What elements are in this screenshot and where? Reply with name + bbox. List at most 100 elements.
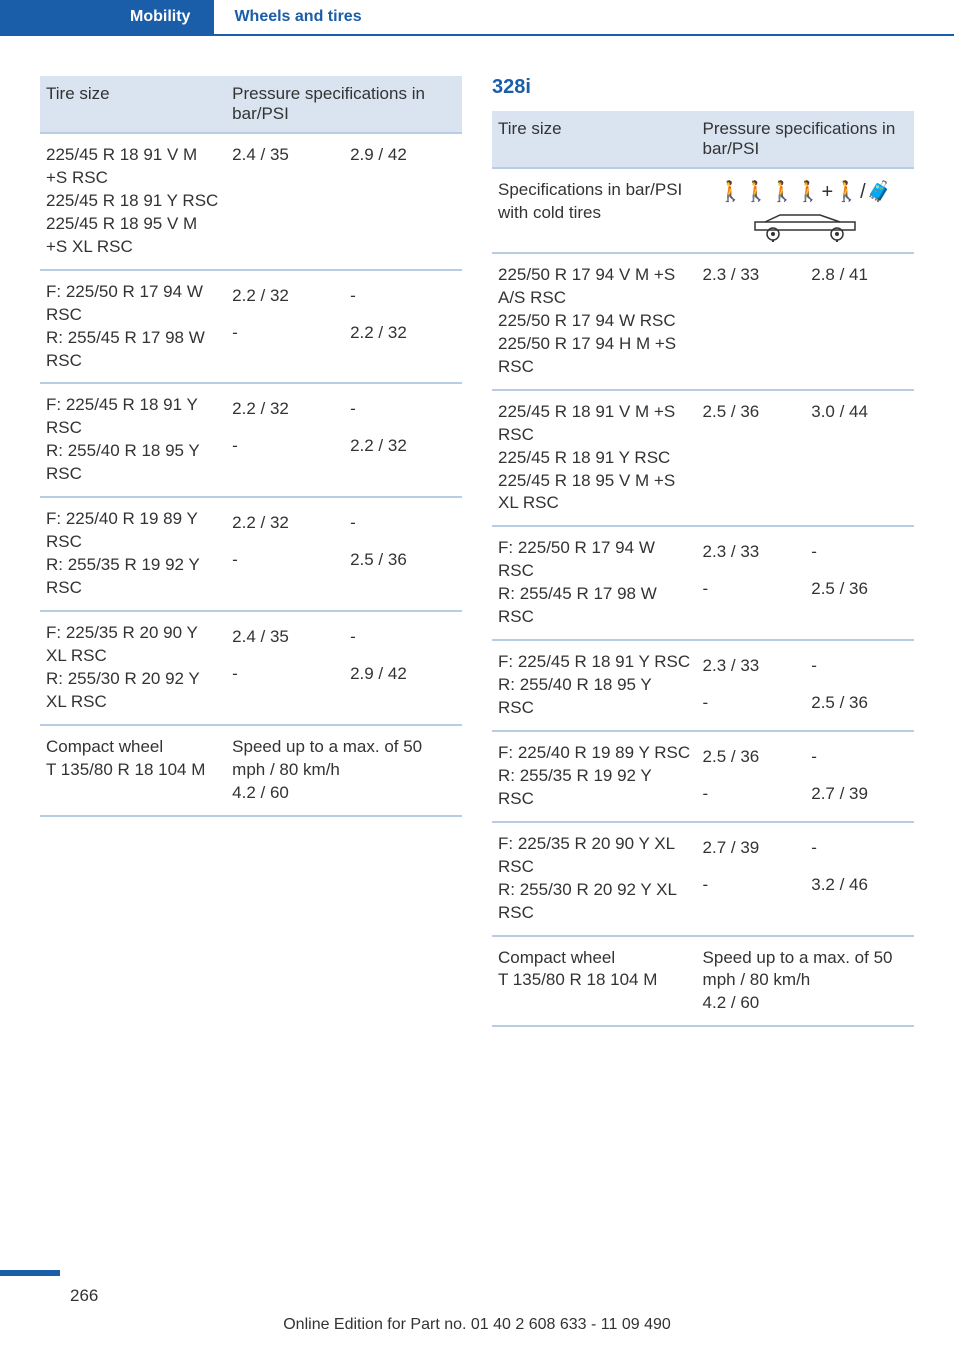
table-row: F: 225/50 R 17 94 W RSC R: 255/45 R 17 9… [492, 526, 914, 640]
cell-p1: 2.7 / 39 - [697, 822, 806, 936]
cell-p2-front: - [811, 537, 908, 568]
table-row: F: 225/40 R 19 89 Y RSC R: 255/35 R 19 9… [40, 497, 462, 611]
cell-p1: 2.2 / 32 - [226, 270, 344, 384]
cell-p2-rear: 2.2 / 32 [350, 318, 456, 349]
cell-p2: - 2.2 / 32 [344, 383, 462, 497]
cell-p1-rear: - [232, 318, 338, 349]
cell-size: F: 225/50 R 17 94 W RSC R: 255/45 R 17 9… [40, 270, 226, 384]
header-tab-mobility: Mobility [0, 0, 214, 34]
cell-p2: 2.8 / 41 [805, 253, 914, 390]
cell-p1-front: 2.3 / 33 [703, 537, 800, 568]
cell-size: F: 225/50 R 17 94 W RSC R: 255/45 R 17 9… [492, 526, 697, 640]
cell-p2-rear: 3.2 / 46 [811, 870, 908, 901]
cell-p2-front: - [350, 394, 456, 425]
cell-p2-front: - [350, 622, 456, 653]
cell-p1: 2.3 / 33 - [697, 640, 806, 731]
footer-edition-text: Online Edition for Part no. 01 40 2 608 … [0, 1316, 954, 1334]
cell-p2: - 3.2 / 46 [805, 822, 914, 936]
cell-size: 225/45 R 18 91 V M +S RSC 225/45 R 18 91… [40, 133, 226, 270]
cell-p2-rear: 2.7 / 39 [811, 779, 908, 810]
col-header-size: Tire size [492, 111, 697, 168]
cell-p1-front: 2.2 / 32 [232, 508, 338, 539]
col-header-pressure: Pressure specifications in bar/PSI [697, 111, 914, 168]
cell-p1-rear: - [703, 574, 800, 605]
table-row: F: 225/50 R 17 94 W RSC R: 255/45 R 17 9… [40, 270, 462, 384]
cell-note: Speed up to a max. of 50 mph / 80 km/h 4… [226, 725, 462, 816]
cell-p1-rear: - [232, 431, 338, 462]
page-number: 266 [0, 1276, 954, 1316]
cell-p2: - 2.2 / 32 [344, 270, 462, 384]
cell-p1-rear: - [232, 545, 338, 576]
spec-row: Specifications in bar/PSI with cold tire… [492, 168, 914, 253]
cell-p1: 2.4 / 35 - [226, 611, 344, 725]
cell-size: F: 225/35 R 20 90 Y XL RSC R: 255/30 R 2… [40, 611, 226, 725]
cell-p2-front: - [811, 742, 908, 773]
cell-note: Speed up to a max. of 50 mph / 80 km/h 4… [697, 936, 914, 1027]
cell-p1: 2.5 / 36 [697, 390, 806, 527]
cell-p1-front: 2.7 / 39 [703, 833, 800, 864]
table-row: F: 225/35 R 20 90 Y XL RSC R: 255/30 R 2… [40, 611, 462, 725]
cell-p1: 2.4 / 35 [226, 133, 344, 270]
table-row: F: 225/40 R 19 89 Y RSC R: 255/35 R 19 9… [492, 731, 914, 822]
left-tire-table: Tire size Pressure specifications in bar… [40, 76, 462, 817]
cell-p2: 2.9 / 42 [344, 133, 462, 270]
cell-p2-front: - [350, 281, 456, 312]
cell-p1: 2.5 / 36 - [697, 731, 806, 822]
cell-p2-rear: 2.5 / 36 [811, 688, 908, 719]
page-header: Mobility Wheels and tires [0, 0, 954, 36]
cell-size: F: 225/40 R 19 89 Y RSC R: 255/35 R 19 9… [40, 497, 226, 611]
car-profile-icon [745, 212, 865, 242]
cell-p2: - 2.5 / 36 [805, 640, 914, 731]
right-column: 328i Tire size Pressure specifications i… [492, 76, 914, 1027]
cell-size: 225/50 R 17 94 V M +S A/S RSC 225/50 R 1… [492, 253, 697, 390]
cell-size: F: 225/35 R 20 90 Y XL RSC R: 255/30 R 2… [492, 822, 697, 936]
cell-size: Compact wheel T 135/80 R 18 104 M [40, 725, 226, 816]
cell-p1: 2.3 / 33 [697, 253, 806, 390]
table-row: F: 225/35 R 20 90 Y XL RSC R: 255/30 R 2… [492, 822, 914, 936]
page-footer: 266 Online Edition for Part no. 01 40 2 … [0, 1270, 954, 1334]
cell-p2-front: - [811, 833, 908, 864]
spec-row-icons: 🚶🚶🚶🚶+🚶/🧳 [697, 168, 914, 253]
cell-p2: - 2.5 / 36 [344, 497, 462, 611]
cell-p1-front: 2.2 / 32 [232, 281, 338, 312]
table-row: F: 225/45 R 18 91 Y RSC R: 255/40 R 18 9… [492, 640, 914, 731]
table-row: F: 225/45 R 18 91 Y RSC R: 255/40 R 18 9… [40, 383, 462, 497]
table-row: 225/45 R 18 91 V M +S RSC 225/45 R 18 91… [40, 133, 462, 270]
col-header-pressure: Pressure specifications in bar/PSI [226, 76, 462, 133]
table-row: Compact wheel T 135/80 R 18 104 M Speed … [40, 725, 462, 816]
cell-p1-rear: - [703, 688, 800, 719]
cell-p2: - 2.9 / 42 [344, 611, 462, 725]
left-column: Tire size Pressure specifications in bar… [40, 76, 462, 1027]
cell-size: F: 225/45 R 18 91 Y RSC R: 255/40 R 18 9… [40, 383, 226, 497]
cell-p2-rear: 2.2 / 32 [350, 431, 456, 462]
cell-p1-front: 2.2 / 32 [232, 394, 338, 425]
col-header-size: Tire size [40, 76, 226, 133]
cell-p2-front: - [811, 651, 908, 682]
cell-p2-rear: 2.5 / 36 [811, 574, 908, 605]
cell-p2-front: - [350, 508, 456, 539]
cell-size: F: 225/45 R 18 91 Y RSC R: 255/40 R 18 9… [492, 640, 697, 731]
right-tire-table: Tire size Pressure specifications in bar… [492, 111, 914, 1027]
cell-p2: - 2.7 / 39 [805, 731, 914, 822]
cell-p2-rear: 2.9 / 42 [350, 659, 456, 690]
content-columns: Tire size Pressure specifications in bar… [0, 36, 954, 1027]
cell-size: Compact wheel T 135/80 R 18 104 M [492, 936, 697, 1027]
cell-p1: 2.3 / 33 - [697, 526, 806, 640]
table-header-row: Tire size Pressure specifications in bar… [40, 76, 462, 133]
spec-row-label: Specifications in bar/PSI with cold tire… [492, 168, 697, 253]
cell-p1: 2.2 / 32 - [226, 497, 344, 611]
cell-p1-rear: - [703, 779, 800, 810]
table-row: 225/45 R 18 91 V M +S RSC 225/45 R 18 91… [492, 390, 914, 527]
cell-p1: 2.2 / 32 - [226, 383, 344, 497]
cell-p2: - 2.5 / 36 [805, 526, 914, 640]
table-header-row: Tire size Pressure specifications in bar… [492, 111, 914, 168]
cell-p2: 3.0 / 44 [805, 390, 914, 527]
table-row: 225/50 R 17 94 V M +S A/S RSC 225/50 R 1… [492, 253, 914, 390]
passenger-load-icon: 🚶🚶🚶🚶+🚶/🧳 [718, 179, 893, 206]
table-row: Compact wheel T 135/80 R 18 104 M Speed … [492, 936, 914, 1027]
cell-p1-rear: - [703, 870, 800, 901]
cell-size: 225/45 R 18 91 V M +S RSC 225/45 R 18 91… [492, 390, 697, 527]
cell-p1-front: 2.5 / 36 [703, 742, 800, 773]
cell-p1-front: 2.3 / 33 [703, 651, 800, 682]
cell-size: F: 225/40 R 19 89 Y RSC R: 255/35 R 19 9… [492, 731, 697, 822]
